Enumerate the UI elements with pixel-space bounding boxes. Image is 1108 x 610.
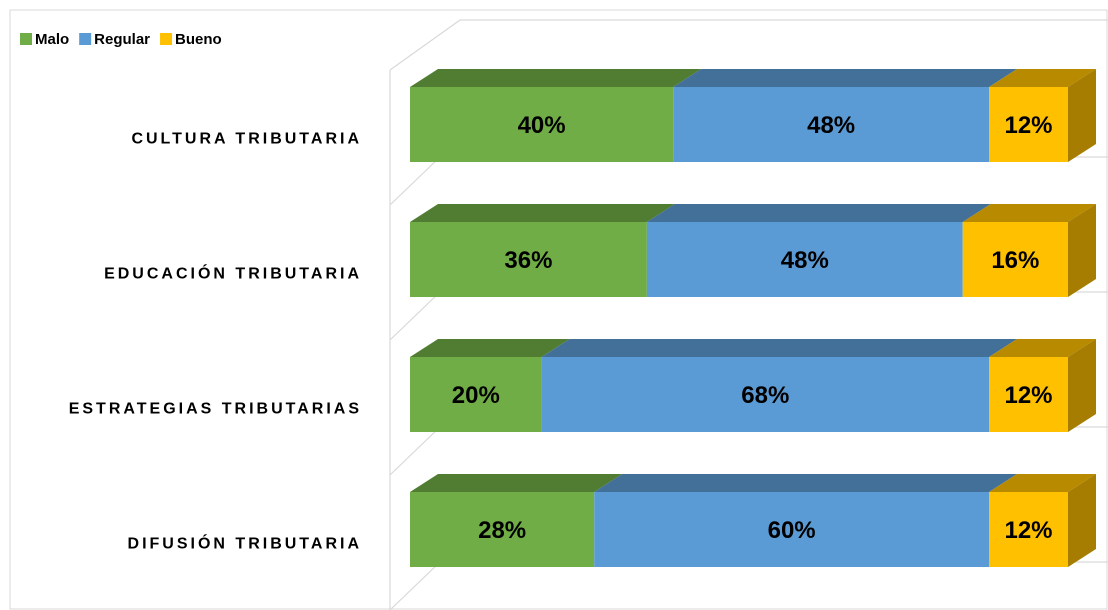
data-label: 12%: [1004, 382, 1052, 409]
bar: [410, 492, 595, 567]
bar: [989, 492, 1068, 567]
bar-top-face: [989, 474, 1096, 492]
bar-top-face: [410, 339, 570, 357]
bar-side-face: [1068, 69, 1096, 162]
bar-top-face: [541, 339, 1018, 357]
y-tick-label: EDUCACIÓN TRIBUTARIA: [104, 264, 362, 283]
y-tick-label: DIFUSIÓN TRIBUTARIA: [128, 534, 362, 553]
data-label: 48%: [807, 112, 855, 139]
data-label: 12%: [1004, 112, 1052, 139]
bar: [989, 87, 1068, 162]
bar-side-face: [1068, 474, 1096, 567]
bar: [410, 87, 674, 162]
bar: [646, 222, 963, 297]
legend-label: Regular: [94, 31, 150, 48]
bar-top-face: [989, 69, 1096, 87]
bar-top-face: [673, 69, 1018, 87]
bar-top-face: [989, 339, 1096, 357]
data-label: 60%: [768, 517, 816, 544]
bar: [673, 87, 990, 162]
legend-label: Malo: [35, 31, 69, 48]
bar-top-face: [646, 204, 991, 222]
data-label: 40%: [518, 112, 566, 139]
legend-label: Bueno: [175, 31, 222, 48]
bar-top-face: [410, 204, 675, 222]
bar: [989, 357, 1068, 432]
legend-swatch: [79, 33, 92, 45]
data-label: 36%: [504, 247, 552, 274]
bar-side-face: [1068, 204, 1096, 297]
y-tick-label: ESTRATEGIAS TRIBUTARIAS: [69, 401, 362, 418]
data-label: 48%: [781, 247, 829, 274]
bar-top-face: [410, 69, 702, 87]
legend-swatch: [160, 33, 173, 45]
bar: [410, 222, 647, 297]
bar: [410, 357, 542, 432]
bar-top-face: [594, 474, 1018, 492]
data-label: 28%: [478, 517, 526, 544]
data-label: 12%: [1004, 517, 1052, 544]
bar: [541, 357, 990, 432]
bar: [594, 492, 990, 567]
bar-top-face: [962, 204, 1096, 222]
data-label: 20%: [452, 382, 500, 409]
chart-border: [9, 9, 1108, 610]
data-label: 16%: [991, 247, 1039, 274]
data-label: 68%: [741, 382, 789, 409]
bar-side-face: [1068, 339, 1096, 432]
bar: [962, 222, 1068, 297]
y-tick-label: CULTURA TRIBUTARIA: [131, 131, 362, 148]
legend-swatch: [20, 33, 32, 45]
bar-top-face: [410, 474, 623, 492]
